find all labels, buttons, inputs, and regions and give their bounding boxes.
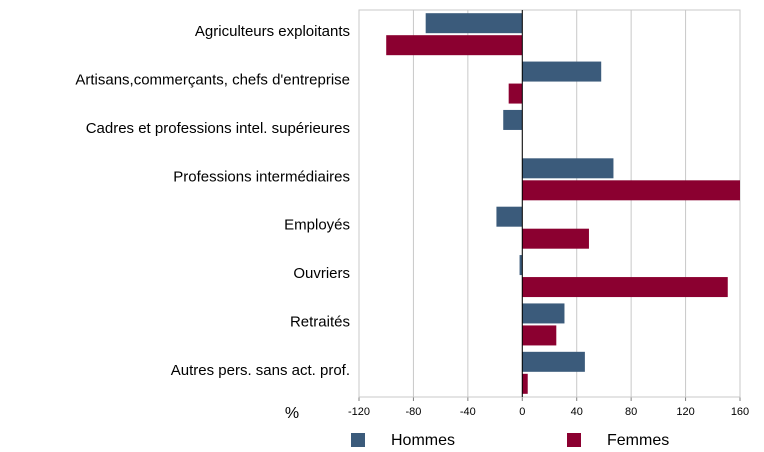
x-tick-label: 120 <box>676 406 694 418</box>
bar <box>508 83 523 104</box>
x-tick-label: 80 <box>625 406 637 418</box>
bar <box>386 35 523 56</box>
legend-swatch <box>567 433 581 447</box>
bar <box>425 13 523 34</box>
x-tick-label: -40 <box>460 406 476 418</box>
bar <box>522 180 740 201</box>
x-tick-label: 0 <box>519 406 525 418</box>
bar <box>522 325 557 346</box>
bar <box>522 228 589 249</box>
legend-swatch <box>351 433 365 447</box>
y-tick-label: Cadres et professions intel. supérieures <box>86 120 350 137</box>
y-tick-label: Professions intermédiaires <box>173 168 350 185</box>
bar <box>522 158 614 179</box>
x-tick-label: 160 <box>731 406 749 418</box>
y-tick-label: Ouvriers <box>293 265 350 282</box>
bar <box>503 109 523 130</box>
legend-label: Femmes <box>607 432 669 449</box>
bar <box>522 351 585 372</box>
y-tick-label: Artisans,commerçants, chefs d'entreprise <box>75 72 350 89</box>
bar <box>519 255 523 276</box>
x-tick-label: -80 <box>405 406 421 418</box>
x-axis-label: % <box>285 405 299 422</box>
bar <box>522 277 728 298</box>
bar <box>496 206 523 227</box>
legend-label: Hommes <box>391 432 455 449</box>
y-tick-label: Agriculteurs exploitants <box>195 23 350 40</box>
x-tick-label: -120 <box>348 406 370 418</box>
x-tick-label: 40 <box>571 406 583 418</box>
plot-frame <box>358 9 741 398</box>
bar <box>522 373 528 394</box>
y-tick-label: Employés <box>284 217 350 234</box>
bar <box>522 303 565 324</box>
bar <box>522 61 602 82</box>
y-tick-label: Retraités <box>290 313 350 330</box>
y-tick-label: Autres pers. sans act. prof. <box>171 362 350 379</box>
